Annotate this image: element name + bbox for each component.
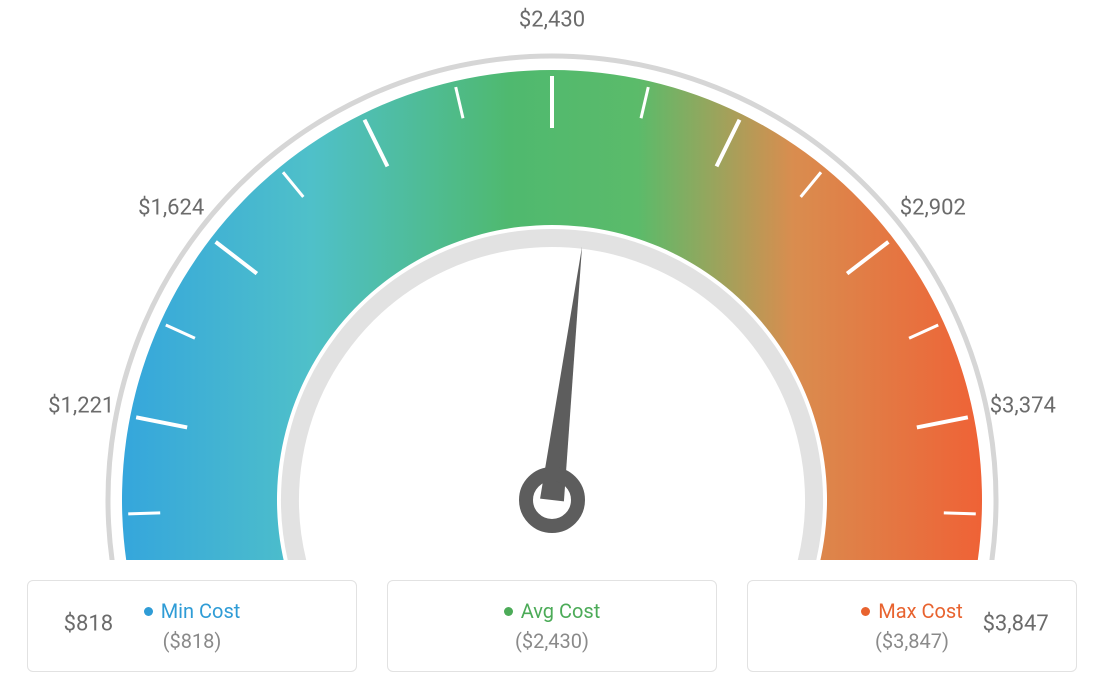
max-cost-value: ($3,847) — [875, 629, 949, 653]
avg-cost-label: Avg Cost — [521, 599, 601, 623]
gauge-tick-label: $2,430 — [519, 8, 585, 33]
gauge-tick-label: $3,374 — [990, 394, 1056, 419]
gauge-svg — [0, 0, 1104, 560]
max-cost-label: Max Cost — [878, 599, 963, 623]
gauge-tick-label: $1,221 — [48, 394, 114, 419]
avg-cost-card: Avg Cost ($2,430) — [387, 580, 717, 672]
gauge-tick-label: $2,902 — [900, 195, 966, 220]
min-cost-label: Min Cost — [161, 599, 241, 623]
min-cost-card: Min Cost ($818) — [27, 580, 357, 672]
avg-cost-title: Avg Cost — [504, 599, 601, 623]
min-cost-title: Min Cost — [144, 599, 241, 623]
avg-cost-value: ($2,430) — [515, 629, 589, 653]
gauge-area: $818$1,221$1,624$2,430$2,902$3,374$3,847 — [0, 0, 1104, 560]
min-cost-dot-icon — [144, 607, 153, 616]
max-cost-title: Max Cost — [861, 599, 963, 623]
gauge-tick-label: $1,624 — [138, 195, 204, 220]
summary-cards: Min Cost ($818) Avg Cost ($2,430) Max Co… — [0, 580, 1104, 672]
max-cost-dot-icon — [861, 607, 870, 616]
avg-cost-dot-icon — [504, 607, 513, 616]
gauge-chart-container: $818$1,221$1,624$2,430$2,902$3,374$3,847… — [0, 0, 1104, 690]
min-cost-value: ($818) — [163, 629, 222, 653]
max-cost-card: Max Cost ($3,847) — [747, 580, 1077, 672]
